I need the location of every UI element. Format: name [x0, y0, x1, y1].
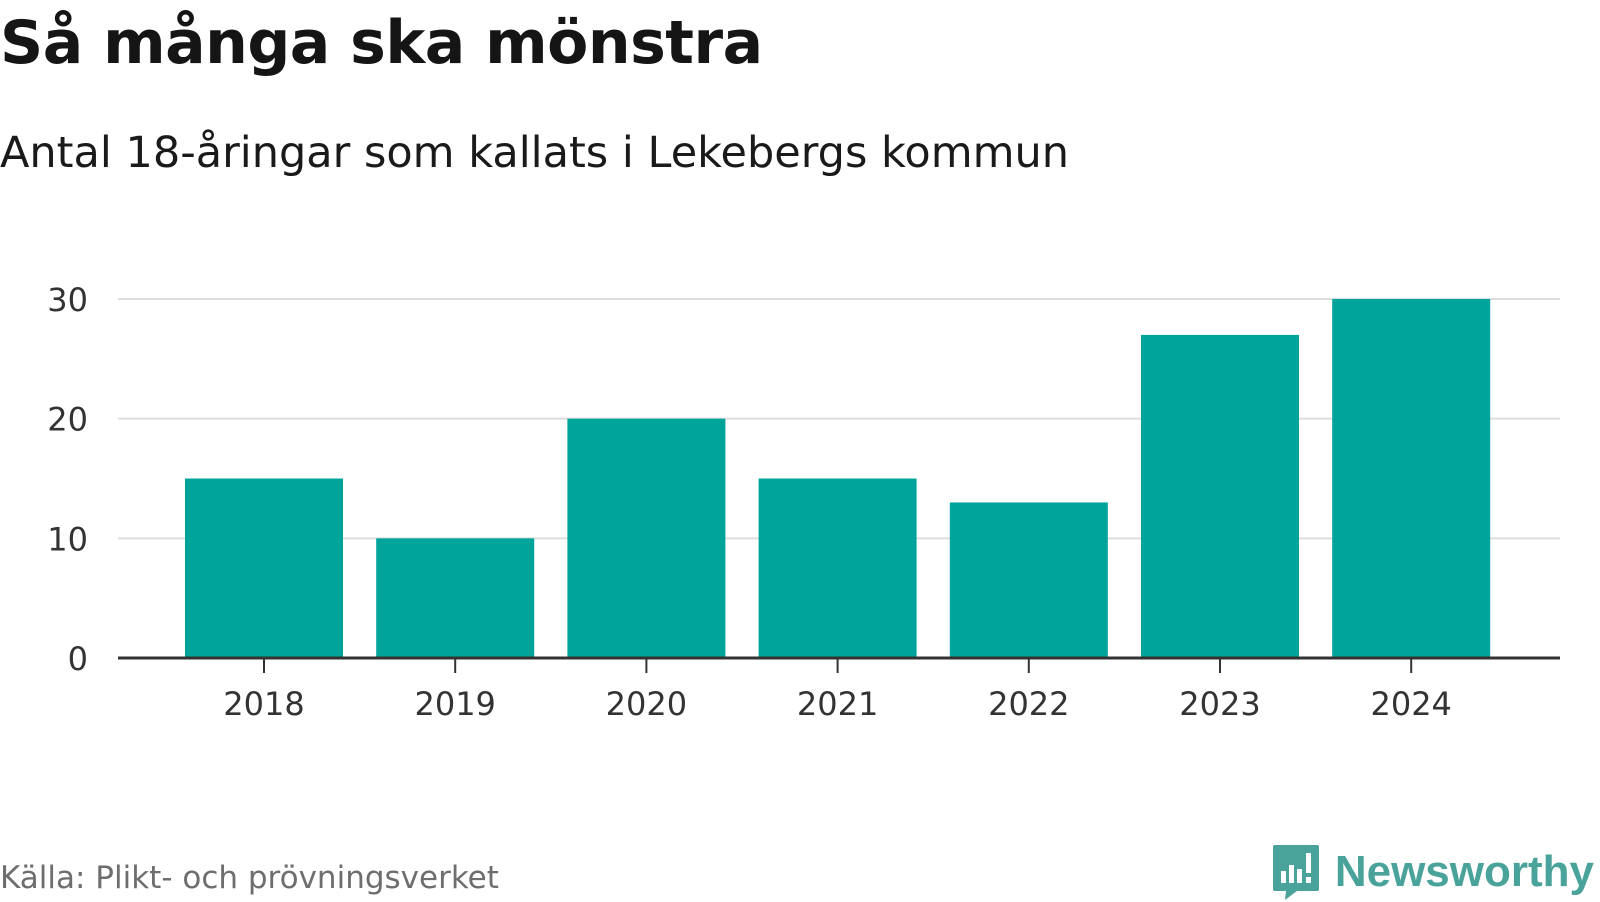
chart-title: Så många ska mönstra — [0, 8, 763, 78]
y-tick-label: 20 — [47, 401, 88, 439]
y-tick-label: 30 — [47, 281, 88, 319]
bar — [376, 538, 535, 658]
y-tick-label: 10 — [47, 520, 88, 558]
x-tick-label: 2022 — [988, 685, 1069, 723]
x-tick-label: 2023 — [1179, 685, 1260, 723]
brand-name: Newsworthy — [1334, 847, 1594, 896]
source-note: Källa: Plikt- och prövningsverket — [0, 860, 499, 896]
y-tick-label: 0 — [68, 640, 88, 678]
bar — [949, 502, 1108, 658]
x-tick-label: 2024 — [1370, 685, 1451, 723]
x-tick-label: 2021 — [797, 685, 878, 723]
chart-subtitle: Antal 18-åringar som kallats i Lekebergs… — [0, 128, 1069, 178]
brand-logo: Newsworthy — [1271, 842, 1594, 902]
bar — [567, 418, 726, 658]
bar — [758, 478, 917, 658]
x-tick-label: 2020 — [606, 685, 687, 723]
newsworthy-logo-icon — [1272, 845, 1319, 900]
bar — [1141, 334, 1299, 658]
x-tick-label: 2018 — [223, 685, 304, 723]
bar — [185, 478, 343, 658]
x-tick-label: 2019 — [414, 685, 495, 723]
bar — [1332, 299, 1491, 658]
